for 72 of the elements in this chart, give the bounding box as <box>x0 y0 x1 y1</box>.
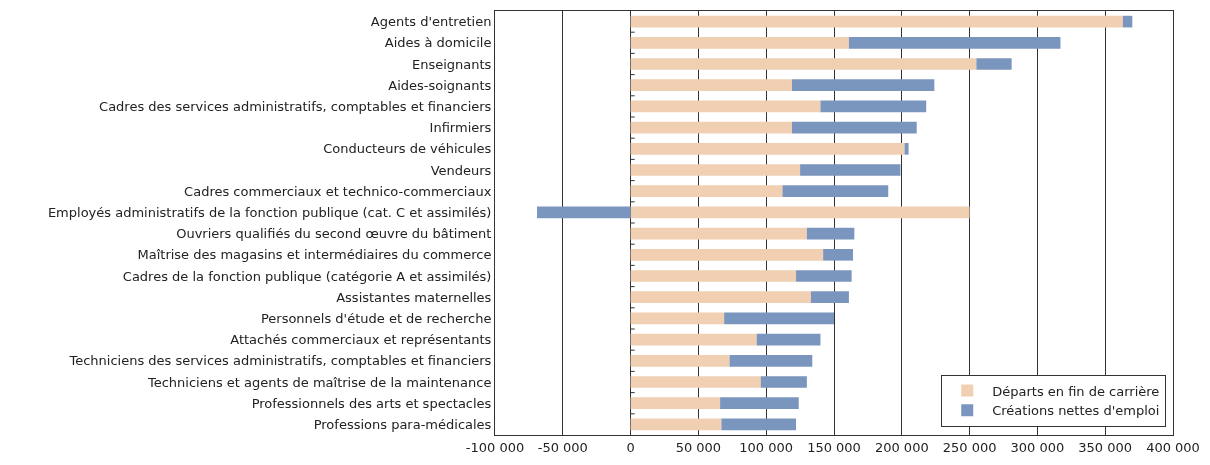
x-tick-label: 250 000 <box>942 439 997 455</box>
bar <box>630 36 849 49</box>
bar <box>806 227 855 240</box>
y-tick-label: Professions para-médicales <box>313 416 492 432</box>
bar <box>630 354 730 367</box>
bar <box>630 185 783 198</box>
y-tick-label: Maîtrise des magasins et intermédiaires du commerce <box>137 247 492 263</box>
bar <box>756 333 821 346</box>
y-tick-label: Conducteurs de véhicules <box>323 141 492 157</box>
bar <box>720 397 799 410</box>
bar <box>630 100 821 113</box>
y-tick-label: Infirmiers <box>429 120 492 136</box>
y-tick-label: Assistantes maternelles <box>336 289 492 305</box>
bar <box>904 142 909 155</box>
bar <box>630 121 792 134</box>
x-tick-label: 400 000 <box>1146 439 1200 455</box>
y-tick-label: Vendeurs <box>430 162 492 178</box>
bar <box>630 418 722 431</box>
bar <box>820 100 927 113</box>
y-tick-label: Attachés commerciaux et représentants <box>230 332 492 348</box>
x-tick-label: 350 000 <box>1078 439 1133 455</box>
y-tick-label: Cadres commerciaux et technico-commerciaux <box>184 183 492 199</box>
bar <box>630 312 725 325</box>
bar <box>729 354 813 367</box>
legend-label: Créations nettes d'emploi <box>992 403 1160 419</box>
bar <box>630 270 797 282</box>
y-tick-label: Aides-soignants <box>388 77 492 93</box>
y-tick-label: Cadres des services administratifs, comptables et financiers <box>99 98 492 114</box>
x-tick-label: 300 000 <box>1010 439 1065 455</box>
bar <box>630 248 824 261</box>
bar <box>630 291 811 304</box>
bar <box>630 333 757 346</box>
bar <box>630 142 905 155</box>
bar <box>823 248 853 261</box>
y-tick-label: Ouvriers qualifiés du second œuvre du bâtiment <box>176 226 492 242</box>
y-tick-label: Cadres de la fonction publique (catégorie A et assimilés) <box>122 268 492 284</box>
bar <box>796 270 852 282</box>
bar <box>630 206 970 219</box>
bar <box>976 58 1012 70</box>
y-tick-label: Professionnels des arts et spectacles <box>251 395 492 411</box>
bar <box>724 312 834 325</box>
bar <box>810 291 849 304</box>
legend-label: Départs en fin de carrière <box>992 383 1160 399</box>
bar <box>630 397 721 410</box>
x-tick-label: 100 000 <box>739 439 794 455</box>
y-tick-label: Employés administratifs de la fonction publique (cat. C et assimilés) <box>47 204 492 220</box>
y-tick-label: Techniciens et agents de maîtrise de la maintenance <box>146 374 492 390</box>
y-tick-label: Personnels d'étude et de recherche <box>260 310 492 326</box>
x-tick-label: 0 <box>626 439 635 455</box>
bar <box>537 206 631 219</box>
bar <box>630 227 807 240</box>
bar <box>760 376 807 388</box>
y-tick-label: Agents d'entretien <box>370 14 492 30</box>
x-tick-label: 200 000 <box>874 439 929 455</box>
bar <box>630 15 1123 28</box>
bar <box>630 376 761 388</box>
bar <box>630 164 801 176</box>
x-tick-label: 50 000 <box>675 439 722 455</box>
bar <box>782 185 889 198</box>
y-tick-label: Enseignants <box>411 56 492 72</box>
x-tick-label: 150 000 <box>807 439 861 455</box>
bar <box>630 58 977 70</box>
y-tick-label: Aides à domicile <box>384 35 492 51</box>
y-tick-label: Techniciens des services administratifs, comptables et financiers <box>68 353 492 369</box>
bar <box>721 418 797 431</box>
bar <box>630 79 792 92</box>
bar <box>800 164 901 176</box>
x-tick-label: -100 000 <box>465 439 525 455</box>
bar <box>791 79 935 92</box>
bar <box>791 121 917 134</box>
x-tick-label: -50 000 <box>537 439 588 455</box>
bar <box>848 36 1061 49</box>
